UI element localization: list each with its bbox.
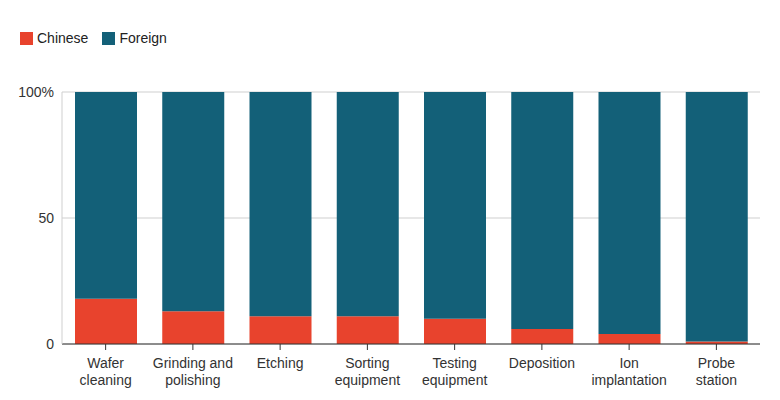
svg-text:Ionimplantation: Ionimplantation: [591, 355, 667, 388]
svg-text:50: 50: [38, 210, 54, 226]
html-text:Chinese: Chinese: [37, 30, 89, 46]
html-text:Foreign: Foreign: [119, 30, 167, 46]
svg-text:Sortingequipment: Sortingequipment: [335, 355, 400, 388]
svg-text:Grinding andpolishing: Grinding andpolishing: [153, 355, 233, 388]
svg-text:Wafercleaning: Wafercleaning: [80, 355, 132, 388]
svg-text:100%: 100%: [18, 84, 54, 100]
svg-text:0: 0: [46, 336, 54, 352]
svg-text:Probestation: Probestation: [696, 355, 737, 388]
svg-text:Etching: Etching: [257, 355, 304, 371]
svg-text:Testingequipment: Testingequipment: [422, 355, 487, 388]
svg-text:Deposition: Deposition: [509, 355, 575, 371]
